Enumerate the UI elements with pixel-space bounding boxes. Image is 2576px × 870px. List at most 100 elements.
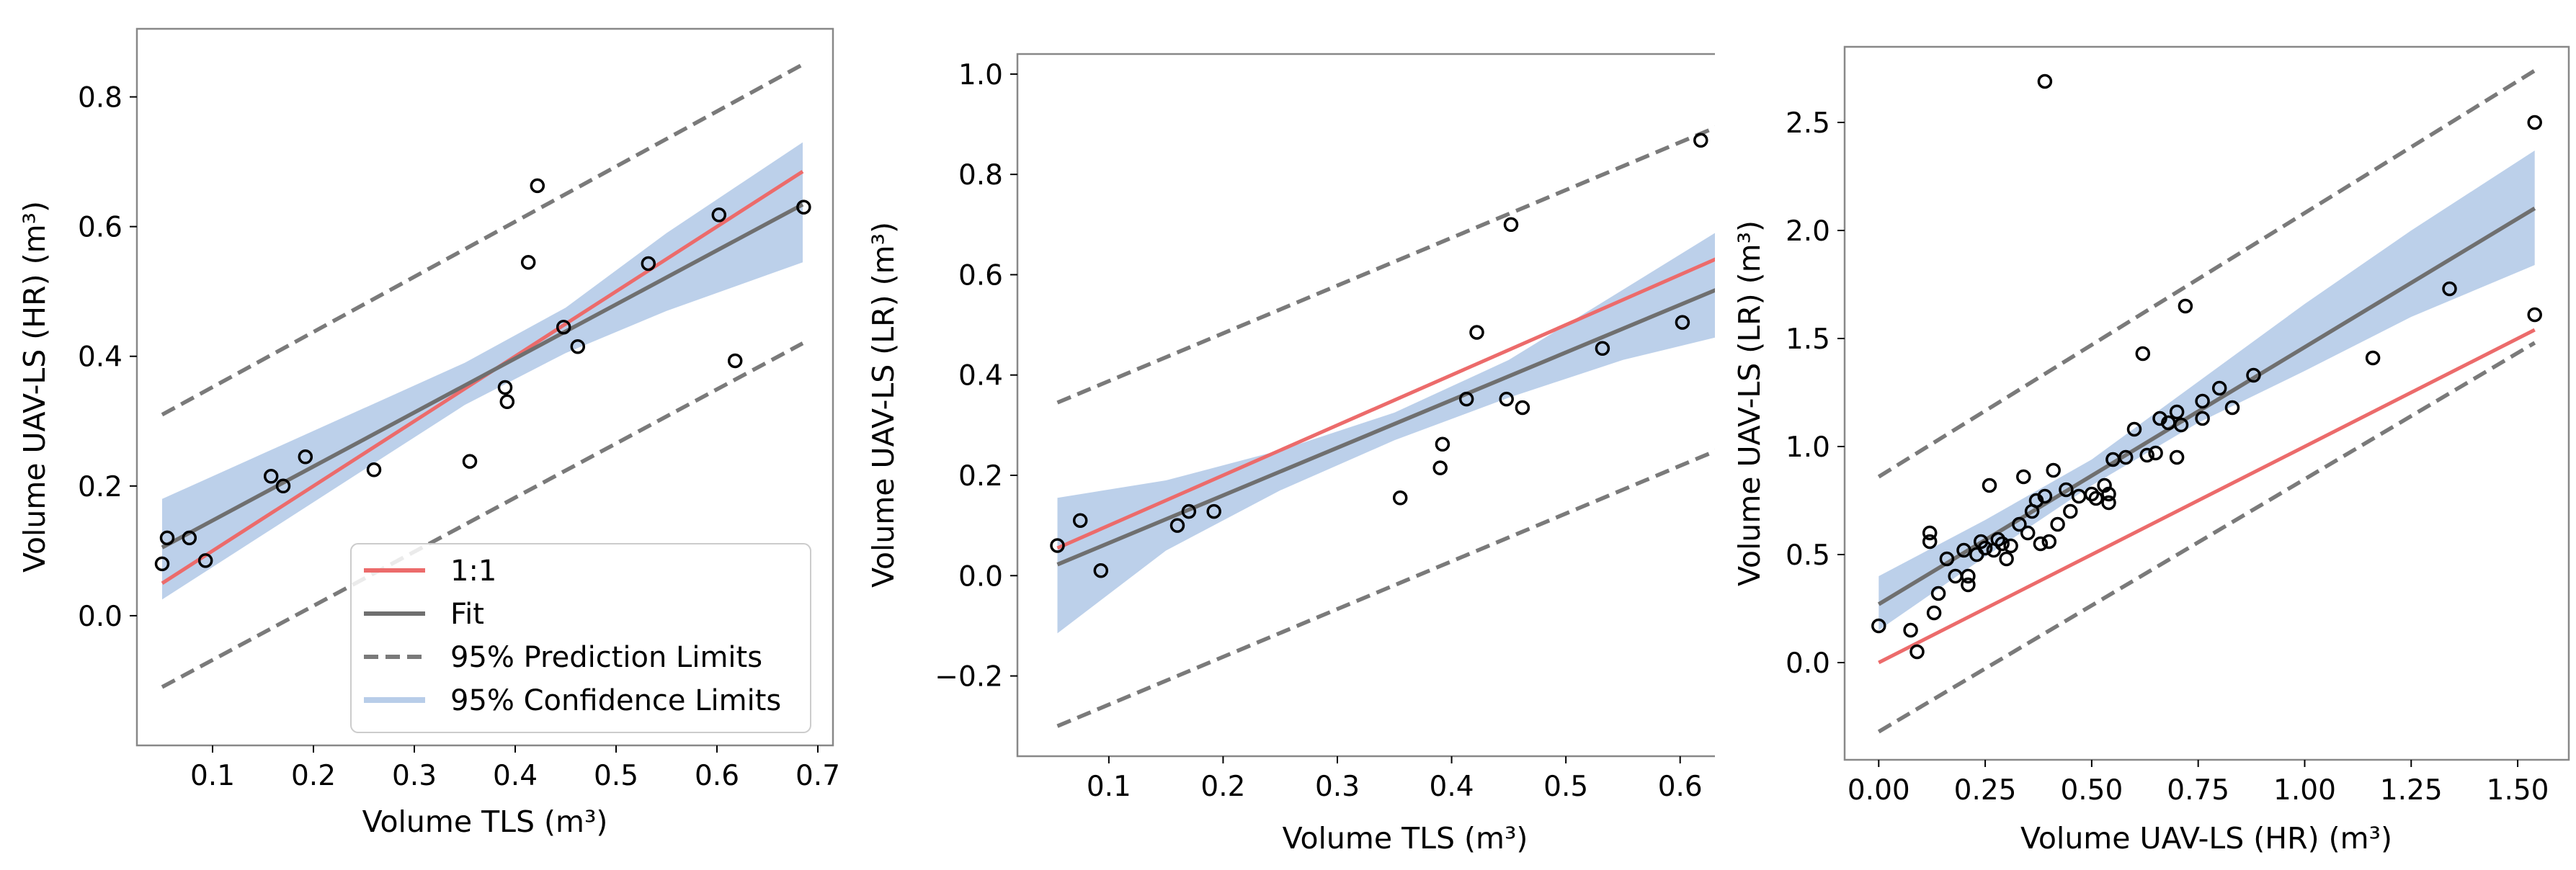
data-point xyxy=(1499,391,1514,407)
chart-c-svg: 0.00 0.25 0.50 0.75 1.00 1.25 1.50 0.0 0.5 1.0 1.5… xyxy=(1732,45,2570,856)
confidence-band xyxy=(1057,233,1715,634)
data-point xyxy=(2195,393,2210,409)
chart-b-ticks-layer: 0.10.20.30.40.50.60.7−0.20.00.20.40.60.8… xyxy=(935,59,1702,803)
data-point xyxy=(2037,488,2053,504)
x-tick-label: 0.1 xyxy=(1087,771,1131,803)
confidence-band xyxy=(1878,151,2535,630)
x-tick-label: 0.6 xyxy=(695,760,739,792)
data-point xyxy=(2016,469,2031,485)
data-point xyxy=(796,199,811,215)
data-point xyxy=(2169,404,2185,420)
y-tick-label: 1.0 xyxy=(1786,431,1830,464)
x-tick-label: 0.4 xyxy=(1430,771,1474,803)
data-point xyxy=(2135,346,2151,362)
data-point xyxy=(1871,618,1886,634)
data-point xyxy=(2442,281,2457,297)
data-point xyxy=(499,394,515,410)
data-point xyxy=(1595,341,1610,356)
data-point xyxy=(2020,525,2036,541)
chart-a-x-axis-label: Volume TLS (m³) xyxy=(362,804,608,839)
y-tick-label: 0.6 xyxy=(958,259,1003,292)
y-tick-label: 0.0 xyxy=(1786,647,1830,680)
data-point xyxy=(275,478,291,494)
data-point xyxy=(2224,400,2240,416)
y-tick-label: 0.0 xyxy=(958,560,1003,593)
data-point xyxy=(2139,447,2154,463)
y-tick-label: 0.6 xyxy=(78,212,122,244)
data-point xyxy=(1982,477,1997,493)
x-tick-label: 0.25 xyxy=(1954,774,2017,807)
data-point xyxy=(1922,525,1938,541)
data-point xyxy=(154,556,170,572)
x-tick-label: 0.75 xyxy=(2167,774,2229,807)
data-point xyxy=(182,530,197,546)
y-tick-label: 0.4 xyxy=(78,341,122,374)
data-point xyxy=(1926,605,1942,621)
data-point xyxy=(2033,536,2049,552)
legend-label-prediction: 95% Prediction Limits xyxy=(450,641,762,674)
y-tick-label: −0.2 xyxy=(935,661,1003,694)
data-point xyxy=(2169,449,2185,465)
data-point xyxy=(711,207,727,223)
x-tick-label: 0.2 xyxy=(1200,771,1245,803)
x-tick-label: 0.00 xyxy=(1848,774,1910,807)
data-point xyxy=(2126,421,2142,437)
x-tick-label: 0.5 xyxy=(594,760,638,792)
data-point xyxy=(2173,417,2189,433)
chart-a-svg: 0.1 0.2 0.3 0.4 0.5 0.6 0.7 0.0 0.2 0.4 0.6 0.8 Vol… xyxy=(17,27,840,839)
data-point xyxy=(2037,73,2053,89)
data-point xyxy=(2084,486,2100,502)
chart-c-y-axis-label: Volume UAV-LS (LR) (m³) xyxy=(1732,220,1767,586)
data-point xyxy=(2059,482,2074,498)
data-point xyxy=(2195,411,2210,426)
x-tick-label: 0.5 xyxy=(1543,771,1588,803)
data-point xyxy=(1392,490,1408,506)
x-tick-label: 0.2 xyxy=(291,760,336,792)
data-point xyxy=(1515,400,1530,416)
data-point xyxy=(2041,534,2057,550)
chart-panel-a: 0.1 0.2 0.3 0.4 0.5 0.6 0.7 0.0 0.2 0.4 0.6 0.8 Vol… xyxy=(0,0,857,870)
data-point xyxy=(1169,518,1185,533)
chart-panel-c: 0.00 0.25 0.50 0.75 1.00 1.25 1.50 0.0 0.5 1.0 1.5… xyxy=(1715,0,2576,870)
y-tick-label: 2.5 xyxy=(1786,107,1830,140)
y-tick-label: 2.0 xyxy=(1786,215,1830,248)
x-tick-label: 0.3 xyxy=(392,760,437,792)
data-point xyxy=(556,319,571,335)
y-tick-label: 1.0 xyxy=(958,59,1003,91)
data-point xyxy=(1922,534,1938,550)
x-tick-label: 1.25 xyxy=(2380,774,2443,807)
data-point xyxy=(1903,622,1918,638)
y-tick-label: 1.5 xyxy=(1786,323,1830,356)
legend-label-fit: Fit xyxy=(450,598,484,631)
chart-b-frame xyxy=(1016,53,1715,758)
x-tick-label: 0.4 xyxy=(493,760,538,792)
data-point xyxy=(2063,503,2078,519)
chart-a-lines-layer xyxy=(161,63,804,689)
data-point xyxy=(1961,568,1976,584)
y-tick-label: 0.4 xyxy=(958,360,1003,393)
chart-a-frame xyxy=(135,27,834,747)
data-point xyxy=(2118,449,2134,465)
identity-line xyxy=(1878,328,2536,665)
data-point xyxy=(1503,217,1519,233)
data-point xyxy=(197,553,213,568)
y-tick-label: 0.0 xyxy=(78,601,122,633)
data-point xyxy=(2003,538,2018,554)
data-point xyxy=(1939,551,1955,567)
y-tick-label: 0.8 xyxy=(958,159,1003,192)
data-point xyxy=(497,380,513,395)
chart-b-points-layer xyxy=(1050,133,1708,578)
chart-b-x-axis-label: Volume TLS (m³) xyxy=(1283,821,1528,856)
x-tick-label: 0.50 xyxy=(2060,774,2123,807)
x-tick-label: 0.3 xyxy=(1315,771,1360,803)
chart-b-confidence-layer xyxy=(1057,233,1715,634)
data-point xyxy=(1072,513,1088,528)
data-point xyxy=(1432,460,1448,475)
y-tick-label: 0.5 xyxy=(1786,539,1830,572)
chart-a-y-axis-label: Volume UAV-LS (HR) (m³) xyxy=(17,201,52,573)
chart-c-frame xyxy=(1843,45,2570,761)
data-point xyxy=(1909,644,1925,660)
prediction-limit-lower xyxy=(1056,449,1715,728)
data-point xyxy=(2050,516,2065,532)
x-tick-label: 0.7 xyxy=(795,760,840,792)
